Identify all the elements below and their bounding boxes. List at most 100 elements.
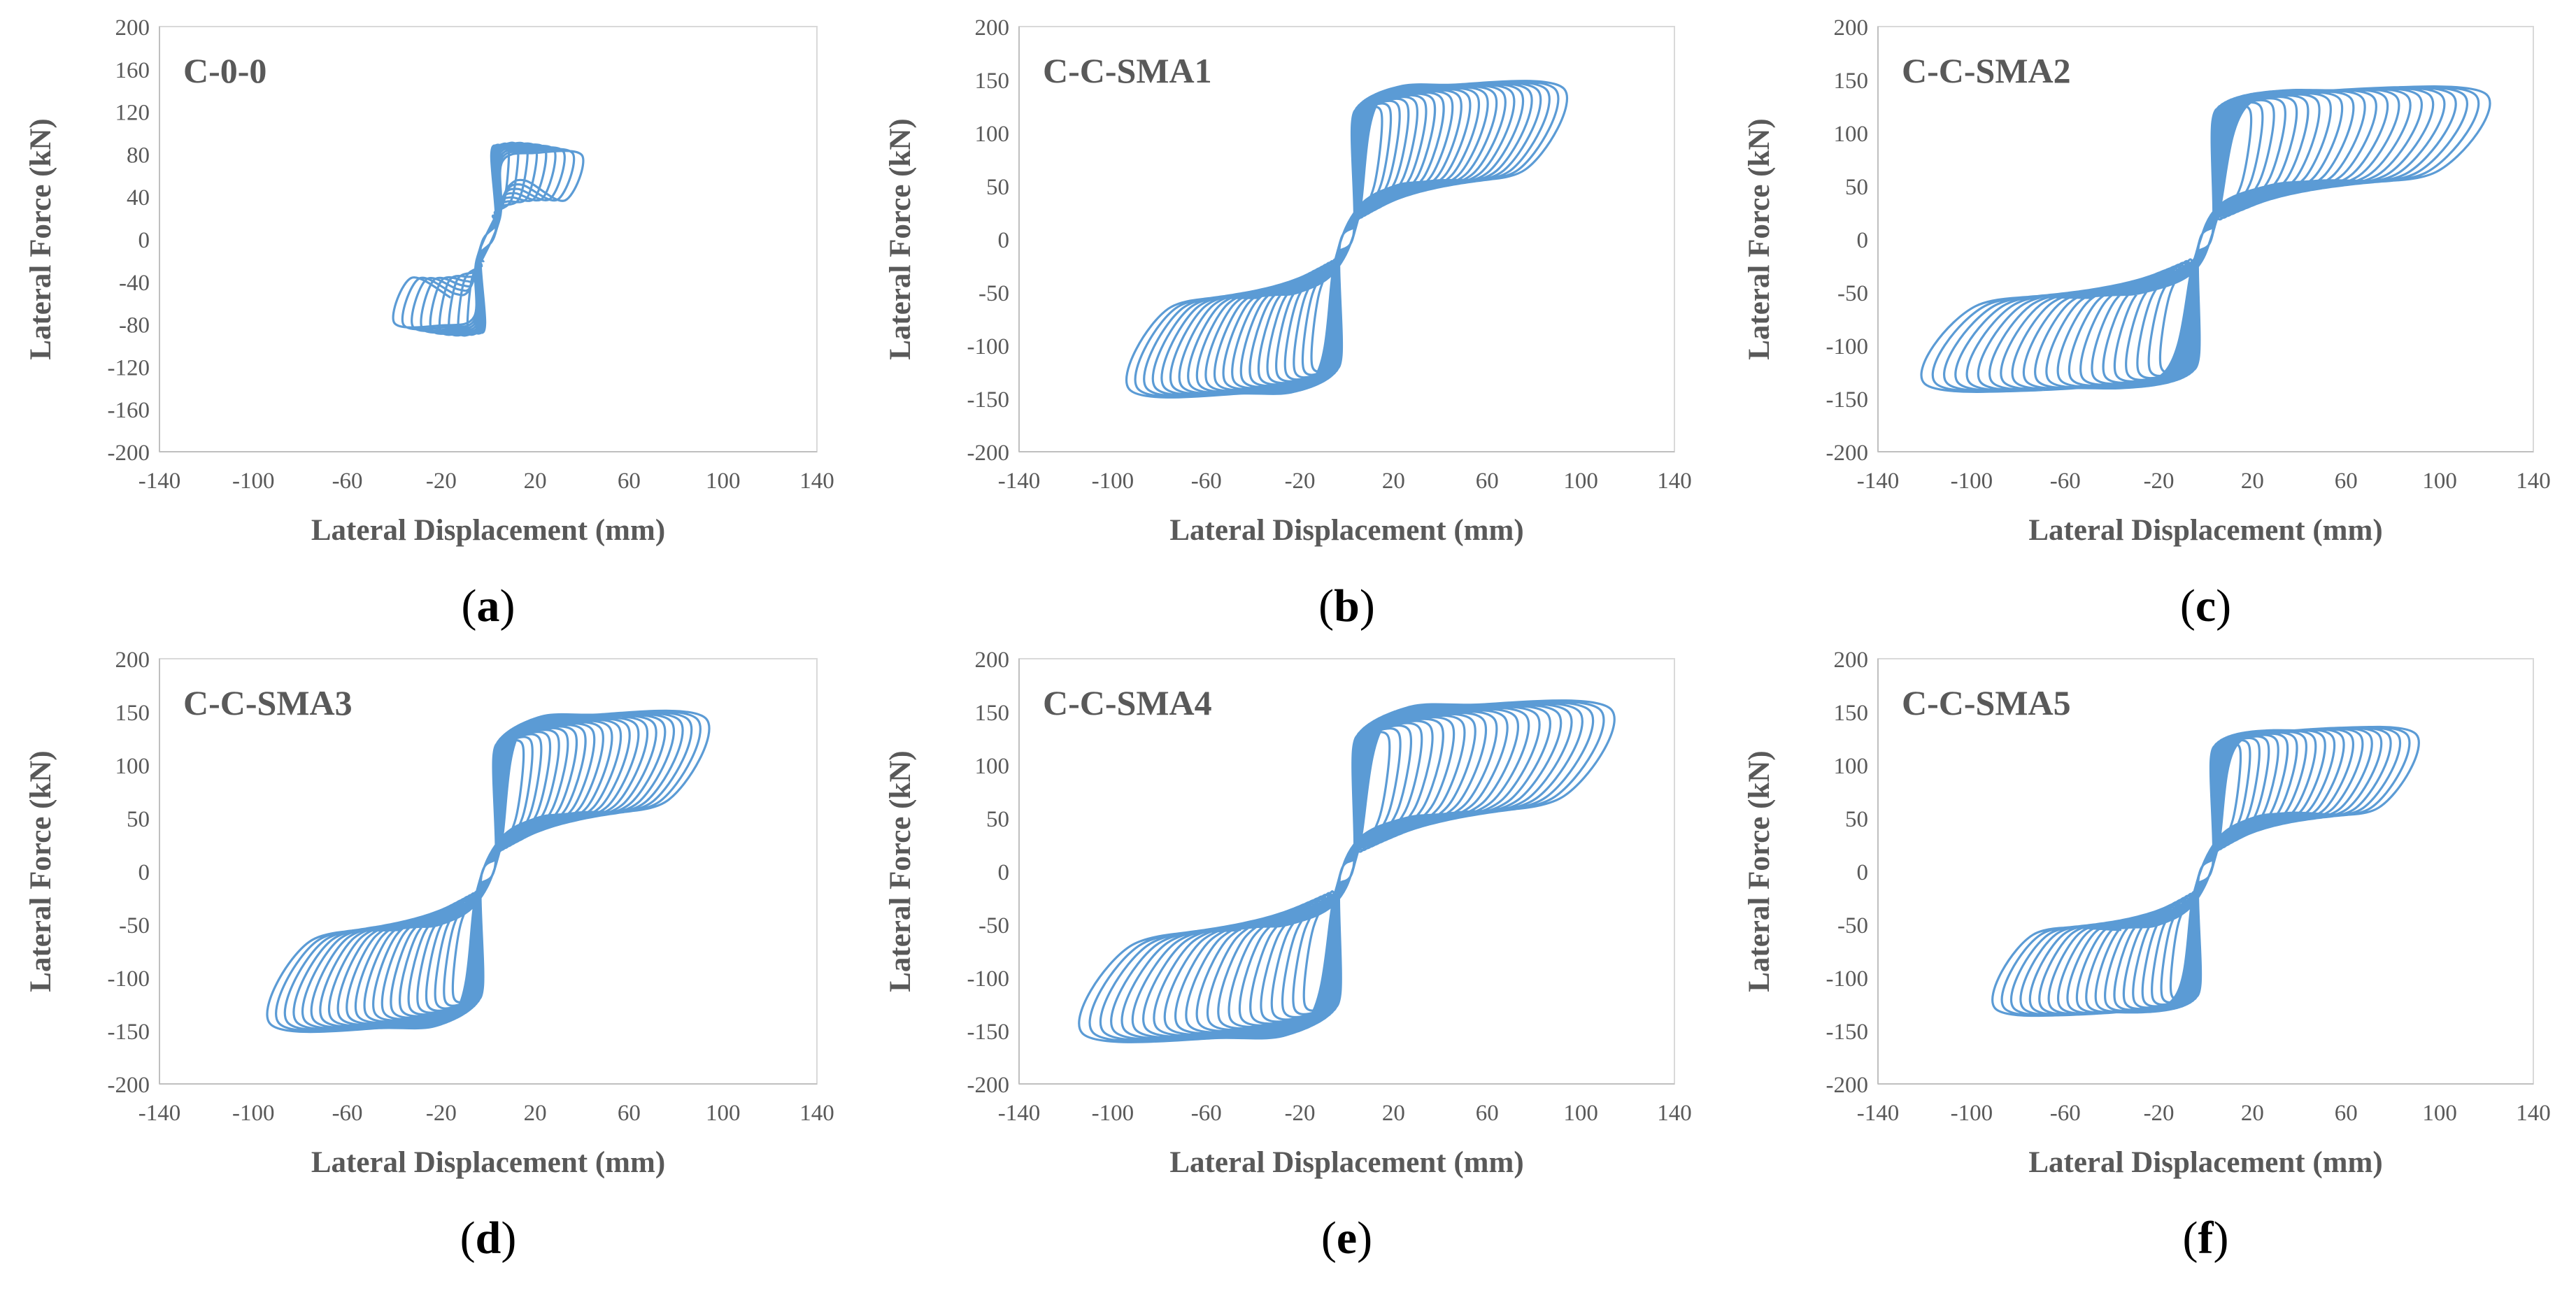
y-tick-label: 200 (115, 15, 150, 41)
y-axis-title: Lateral Force (kN) (884, 750, 917, 992)
x-tick-label: 60 (1476, 469, 1499, 494)
y-tick-label: -100 (1826, 334, 1869, 359)
caption-close-paren: ) (1357, 1213, 1372, 1264)
caption-open-paren: ( (2180, 580, 2196, 631)
x-axis-title: Lateral Displacement (mm) (1169, 1146, 1523, 1179)
subfigure-label: (e) (1321, 1213, 1372, 1264)
y-tick-label: -50 (119, 913, 150, 938)
y-tick-label: -100 (1826, 966, 1869, 992)
y-tick-label: -80 (119, 313, 150, 338)
x-tick-label: -100 (1951, 1101, 1993, 1126)
panel-title: C-C-SMA3 (183, 683, 353, 722)
y-tick-label: 150 (975, 69, 1010, 94)
x-tick-label: 140 (1657, 469, 1692, 494)
x-tick-label: -20 (2144, 1101, 2175, 1126)
x-tick-label: 20 (1382, 1101, 1405, 1126)
x-tick-label: 140 (2516, 469, 2551, 494)
hysteresis-curve-f (1991, 725, 2420, 1017)
panel-title: C-0-0 (183, 51, 266, 90)
x-tick-label: -20 (1285, 1101, 1316, 1126)
subfigure-label: (d) (460, 1213, 517, 1264)
y-tick-label: -150 (967, 387, 1010, 413)
x-axis-title: Lateral Displacement (mm) (2028, 1146, 2382, 1179)
y-tick-label: 150 (115, 701, 150, 726)
x-tick-label: 100 (2422, 1101, 2457, 1126)
x-tick-label: 20 (524, 469, 547, 494)
x-tick-label: -60 (332, 469, 363, 494)
y-tick-label: 50 (986, 807, 1009, 832)
x-tick-label: -60 (1191, 1101, 1222, 1126)
x-tick-label: 20 (2241, 1101, 2264, 1126)
hysteresis-curve-c (1920, 85, 2491, 393)
subfigure-label: (a) (462, 580, 515, 631)
caption-letter: e (1337, 1213, 1357, 1264)
y-tick-label: -200 (967, 1073, 1010, 1098)
x-tick-label: -20 (1285, 469, 1316, 494)
y-tick-label: 100 (975, 754, 1010, 779)
x-tick-label: -140 (1857, 469, 1900, 494)
y-tick-label: -50 (1837, 281, 1868, 306)
x-tick-label: -140 (138, 1101, 181, 1126)
x-axis-title: Lateral Displacement (mm) (1169, 514, 1523, 547)
y-tick-label: 120 (115, 101, 150, 126)
x-tick-label: 60 (618, 1101, 641, 1126)
x-tick-label: -140 (1857, 1101, 1900, 1126)
y-tick-label: 0 (138, 860, 150, 885)
y-tick-label: 150 (1834, 69, 1869, 94)
x-tick-label: -100 (232, 469, 275, 494)
y-tick-label: 50 (1845, 175, 1868, 200)
y-tick-label: 0 (1857, 228, 1869, 253)
hysteresis-curve-d (266, 709, 711, 1034)
x-tick-label: -140 (998, 469, 1041, 494)
caption-close-paren: ) (1360, 580, 1375, 631)
y-tick-label: 80 (127, 143, 150, 168)
x-tick-label: -100 (232, 1101, 275, 1126)
hysteresis-curve-b (1125, 80, 1569, 399)
y-tick-label: 0 (998, 228, 1010, 253)
caption-letter: f (2198, 1213, 2214, 1264)
x-tick-label: -20 (2144, 469, 2175, 494)
caption-letter: c (2196, 580, 2216, 631)
x-tick-label: -60 (1191, 469, 1222, 494)
y-axis-title: Lateral Force (kN) (884, 118, 917, 359)
y-tick-label: -100 (967, 966, 1010, 992)
x-tick-label: 100 (706, 1101, 741, 1126)
x-tick-label: 100 (2422, 469, 2457, 494)
x-tick-label: 140 (1657, 1101, 1692, 1126)
panel-title: C-C-SMA5 (1902, 683, 2071, 722)
y-tick-label: -160 (108, 398, 150, 423)
y-tick-label: -150 (108, 1020, 150, 1045)
caption-close-paren: ) (2213, 1213, 2228, 1264)
x-tick-label: 140 (799, 469, 834, 494)
x-tick-label: -60 (332, 1101, 363, 1126)
x-tick-label: -140 (998, 1101, 1041, 1126)
x-tick-label: 60 (2335, 469, 2358, 494)
x-axis-title: Lateral Displacement (mm) (311, 1146, 665, 1179)
subfigure-label: (c) (2180, 580, 2231, 631)
caption-letter: b (1334, 580, 1360, 631)
y-tick-label: -100 (967, 334, 1010, 359)
y-tick-label: -150 (967, 1020, 1010, 1045)
y-tick-label: 100 (1834, 122, 1869, 147)
x-tick-label: -100 (1951, 469, 1993, 494)
caption-open-paren: ( (1318, 580, 1334, 631)
panel-title: C-C-SMA1 (1043, 51, 1212, 90)
subfigure-label: (b) (1318, 580, 1375, 631)
y-tick-label: -200 (967, 441, 1010, 466)
y-tick-label: -200 (1826, 441, 1869, 466)
x-axis-title: Lateral Displacement (mm) (311, 514, 665, 547)
chart-panel-c: 200 150 100 50 0 -50 -100 -150 -200 -140 -100 -60 -2… (1743, 15, 2551, 631)
x-tick-label: -100 (1092, 469, 1134, 494)
x-tick-label: 60 (1476, 1101, 1499, 1126)
caption-open-paren: ( (460, 1213, 476, 1264)
panel-title: C-C-SMA2 (1902, 51, 2071, 90)
chart-panel-e: 200 150 100 50 0 -50 -100 -150 -200 -140 -100 -60 -2… (884, 648, 1692, 1264)
y-tick-label: 100 (975, 122, 1010, 147)
x-axis-title: Lateral Displacement (mm) (2028, 514, 2382, 547)
y-tick-label: -50 (979, 913, 1009, 938)
y-tick-label: 160 (115, 58, 150, 83)
y-tick-label: 200 (1834, 15, 1869, 41)
y-tick-label: -150 (1826, 1020, 1869, 1045)
hysteresis-curve-e (1078, 699, 1616, 1043)
